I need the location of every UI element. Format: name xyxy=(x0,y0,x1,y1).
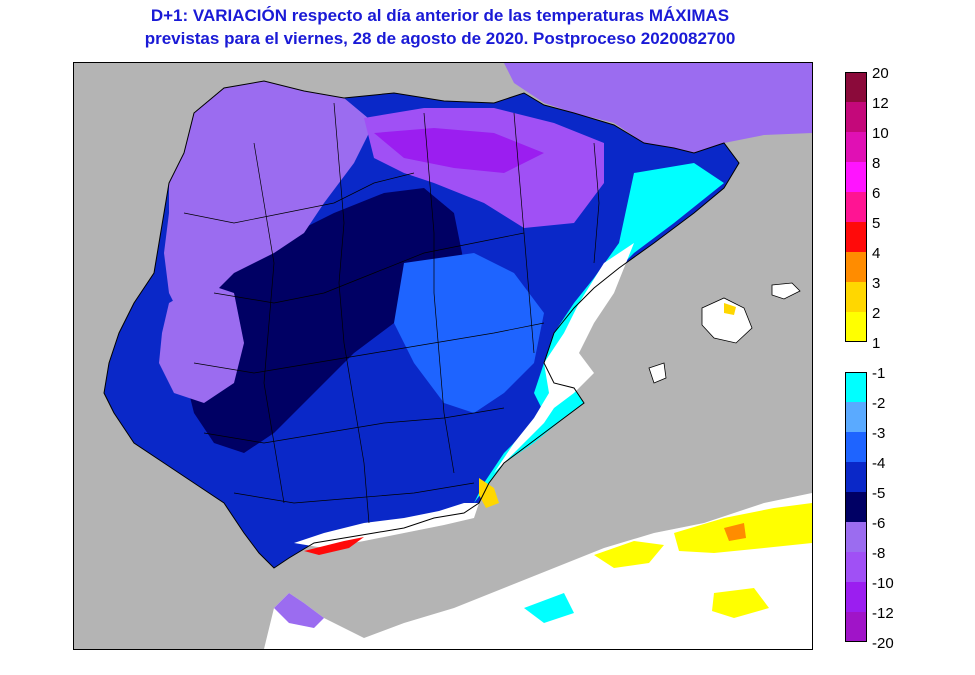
legend-label-cool-6: -8 xyxy=(872,545,886,562)
title-line-1: D+1: VARIACIÓN respecto al día anterior … xyxy=(150,6,730,25)
title-line-2: previstas para el viernes, 28 de agosto … xyxy=(144,29,736,48)
south-coast-strip xyxy=(294,503,479,548)
north-africa-yellow-3 xyxy=(712,588,769,618)
map-title: D+1: VARIACIÓN respecto al día anterior … xyxy=(0,4,880,50)
mallorca-warm xyxy=(724,303,736,315)
color-legend: 20 12 10 8 6 5 4 3 2 1 -1 -2 -3 -4 -5 -6… xyxy=(845,66,955,651)
legend-label-warm-2: 10 xyxy=(872,125,889,142)
temperature-map xyxy=(73,62,813,650)
north-africa-cyan-edge xyxy=(274,593,324,628)
legend-label-warm-4: 6 xyxy=(872,185,881,202)
legend-label-cool-0: -1 xyxy=(872,365,886,382)
legend-label-cool-7: -10 xyxy=(872,575,894,592)
peninsula-coastline xyxy=(103,80,740,569)
north-africa-yellow-1 xyxy=(594,541,664,568)
mid-blue-region xyxy=(394,253,544,413)
legend-swatch-cool-8 xyxy=(845,612,867,642)
france-region xyxy=(504,63,812,153)
legend-label-warm-5: 5 xyxy=(872,215,881,232)
legend-label-warm-8: 2 xyxy=(872,305,881,322)
northwest-purple-region xyxy=(164,81,374,323)
legend-label-warm-7: 3 xyxy=(872,275,881,292)
legend-swatch-cool-1 xyxy=(845,402,867,432)
north-africa-orange xyxy=(724,523,746,541)
portugal-purple-region xyxy=(159,283,244,403)
legend-label-warm-9: 1 xyxy=(872,335,881,352)
legend-label-cool-1: -2 xyxy=(872,395,886,412)
legend-label-warm-1: 12 xyxy=(872,95,889,112)
admin-borders xyxy=(183,102,600,524)
legend-swatch-warm-6 xyxy=(845,252,867,282)
legend-swatch-cool-0 xyxy=(845,372,867,402)
north-africa-cyan xyxy=(524,593,574,623)
legend-label-cool-3: -4 xyxy=(872,455,886,472)
legend-label-cool-8: -12 xyxy=(872,605,894,622)
legend-label-warm-0: 20 xyxy=(872,65,889,82)
legend-swatch-warm-4 xyxy=(845,192,867,222)
legend-swatch-warm-2 xyxy=(845,132,867,162)
legend-swatch-warm-1 xyxy=(845,102,867,132)
legend-swatch-warm-5 xyxy=(845,222,867,252)
mallorca xyxy=(701,297,753,344)
east-coast-white xyxy=(494,243,634,473)
legend-label-cool-5: -6 xyxy=(872,515,886,532)
north-africa xyxy=(264,493,812,649)
legend-label-cool-2: -3 xyxy=(872,425,886,442)
menorca xyxy=(771,282,801,300)
legend-swatch-cool-3 xyxy=(845,462,867,492)
legend-swatch-warm-0 xyxy=(845,72,867,102)
southeast-warm xyxy=(479,478,499,508)
legend-swatch-cool-2 xyxy=(845,432,867,462)
legend-swatch-cool-6 xyxy=(845,552,867,582)
legend-label-warm-6: 4 xyxy=(872,245,881,262)
legend-swatch-warm-7 xyxy=(845,282,867,312)
ibiza xyxy=(648,362,667,384)
legend-label-cool-4: -5 xyxy=(872,485,886,502)
legend-swatch-cool-4 xyxy=(845,492,867,522)
legend-swatch-cool-7 xyxy=(845,582,867,612)
legend-label-cool-9: -20 xyxy=(872,635,894,652)
legend-label-warm-3: 8 xyxy=(872,155,881,172)
legend-swatch-cool-5 xyxy=(845,522,867,552)
iberia-map-svg xyxy=(74,63,812,649)
south-coast-warm xyxy=(304,537,364,555)
legend-swatch-warm-8 xyxy=(845,312,867,342)
pyrenees-dark-purple xyxy=(374,128,544,173)
legend-swatch-warm-3 xyxy=(845,162,867,192)
